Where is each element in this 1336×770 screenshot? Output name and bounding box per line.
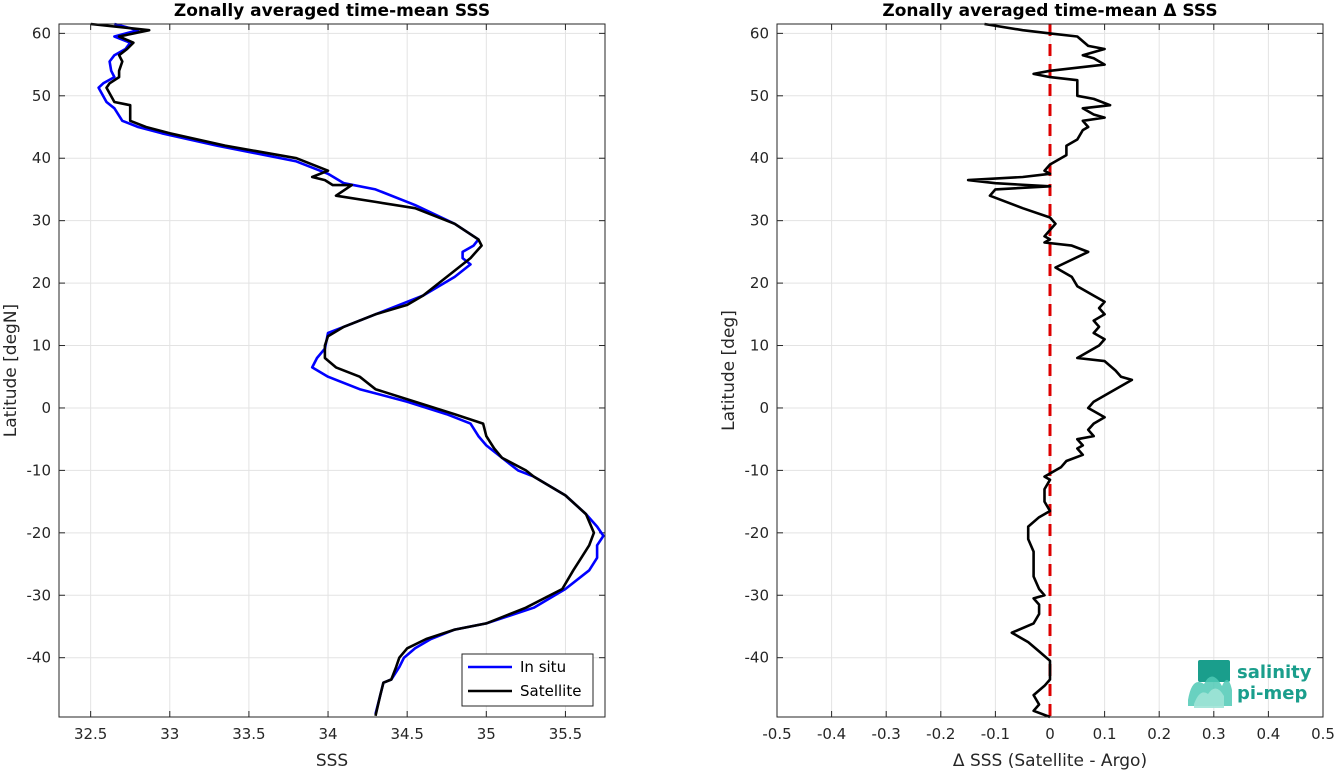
x-tick-label: 0 [1045,725,1055,743]
chart-title: Zonally averaged time-mean Δ SSS [882,1,1217,21]
axes-box [776,23,1324,718]
y-tick-label: -30 [27,586,52,604]
y-tick-label: 20 [32,274,51,292]
x-tick-label: -0.1 [981,725,1010,743]
series-line-delta-sss [966,22,1134,719]
y-tick-label: 60 [750,24,769,42]
y-tick-label: 40 [32,149,51,167]
y-tick-label: -20 [27,524,52,542]
left-panel-sss: 32.5 33 33.5 34 34.5 35 35.5 60 50 40 30 20 10 0 -10 -2… [1,1,606,770]
y-tick-label: -10 [745,461,770,479]
y-tick-label: 10 [750,337,769,355]
y-tick-label: -30 [745,586,770,604]
y-tick-label: 30 [750,212,769,230]
logo-text-pimep: pi-mep [1237,683,1307,704]
x-tick-label: 34 [318,725,337,743]
y-tick-label: 20 [750,274,769,292]
y-tick-label: -40 [745,649,770,667]
logo-wave-front-icon [1194,688,1224,708]
series-line-satellite [90,22,596,717]
y-axis-label: Latitude [deg] [719,310,739,431]
legend: In situ Satellite [461,653,594,707]
x-tick-label: 34.5 [390,725,423,743]
x-tick-label: 35.5 [549,725,582,743]
plot-area [59,24,605,717]
x-tick-label: 0.5 [1311,725,1335,743]
y-tick-label: -20 [745,524,770,542]
y-axis-label: Latitude [degN] [1,304,21,437]
legend-entry-label: Satellite [520,682,581,700]
x-tick-label: -0.5 [762,725,791,743]
logo-text-salinity: salinity [1237,662,1312,683]
x-tick-label: -0.4 [817,725,846,743]
y-tick-label: 50 [750,87,769,105]
x-axis-label: SSS [316,751,348,770]
y-tick-label: 0 [41,399,51,417]
y-tick-label: 60 [32,24,51,42]
x-tick-label: 33 [160,725,179,743]
right-panel-delta-sss: -0.5 -0.4 -0.3 -0.2 -0.1 0 0.1 0.2 0.3 0.4 0.5 60 50… [719,1,1335,770]
x-tick-label: -0.3 [872,725,901,743]
y-tick-label: -10 [27,461,52,479]
x-tick-label: 32.5 [74,725,107,743]
y-tick-label: 0 [759,399,769,417]
x-tick-label: 0.1 [1093,725,1117,743]
x-tick-label: 0.3 [1202,725,1226,743]
x-tick-label: -0.2 [926,725,955,743]
series-line-in-situ [97,22,605,715]
axes-box [58,23,606,718]
y-tick-label: 50 [32,87,51,105]
y-tick-label: -40 [27,649,52,667]
chart-title: Zonally averaged time-mean SSS [174,1,490,21]
x-tick-label: 0.2 [1147,725,1171,743]
x-tick-label: 33.5 [232,725,265,743]
x-axis-label: Δ SSS (Satellite - Argo) [953,751,1147,770]
y-tick-label: 30 [32,212,51,230]
x-tick-label: 35 [477,725,496,743]
logo-block-icon [1198,660,1230,682]
x-tick-label: 0.4 [1256,725,1280,743]
y-tick-label: 40 [750,149,769,167]
legend-box [461,653,594,707]
legend-entry-label: In situ [520,658,566,676]
y-tick-label: 10 [32,337,51,355]
